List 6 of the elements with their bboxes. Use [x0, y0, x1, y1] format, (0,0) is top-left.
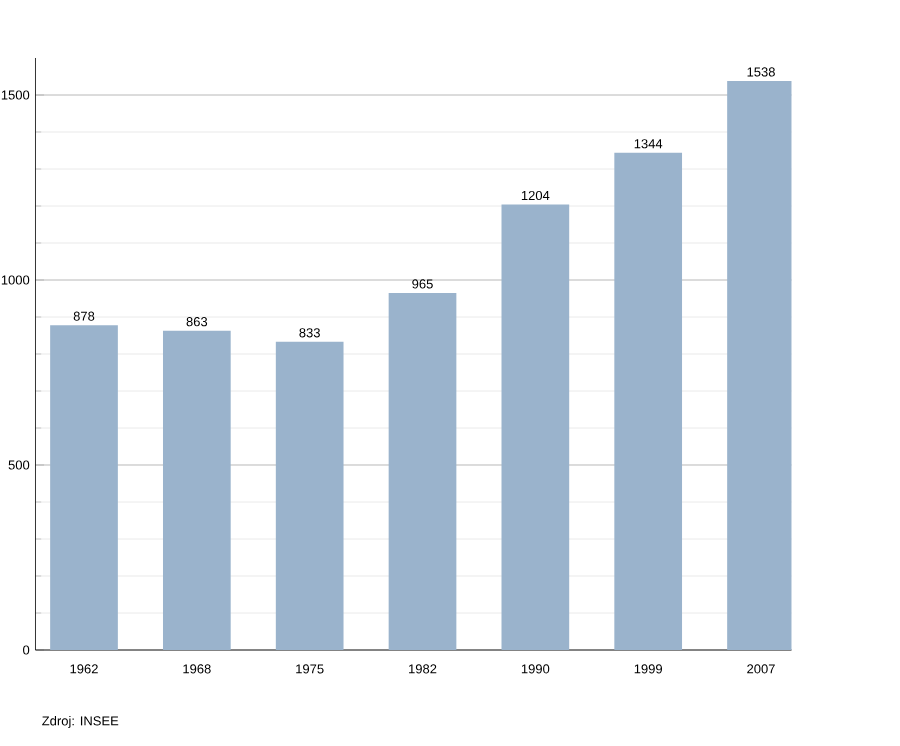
bar	[501, 204, 570, 650]
bar	[614, 152, 683, 650]
bar	[275, 341, 344, 650]
bar	[50, 325, 118, 650]
bar	[388, 292, 457, 650]
bar	[162, 330, 231, 650]
